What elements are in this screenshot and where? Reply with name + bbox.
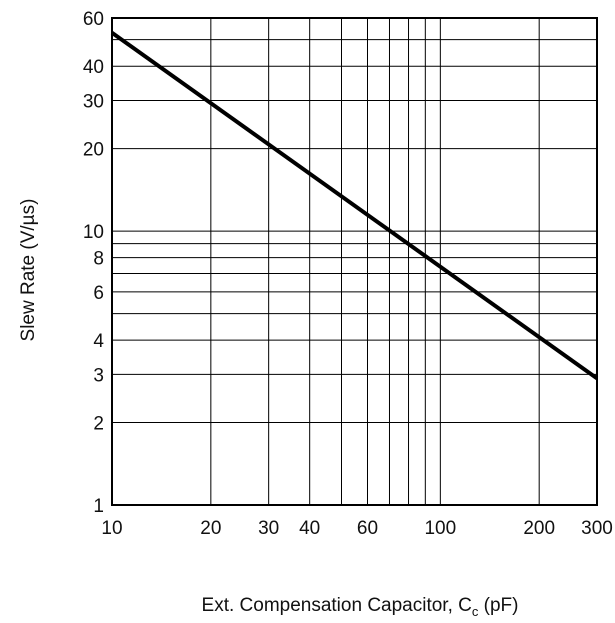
x-tick-labels: 10 20 30 40 60 100 200 300	[101, 518, 612, 539]
x-tick-label: 200	[523, 518, 555, 539]
y-tick-label: 30	[83, 91, 104, 112]
x-tick-label: 10	[101, 518, 122, 539]
x-axis-title: Ext. Compensation Capacitor, Cc (pF)	[202, 595, 519, 619]
y-axis-title: Slew Rate (V/µs)	[18, 199, 39, 342]
x-tick-label: 40	[299, 518, 320, 539]
y-tick-label: 60	[83, 9, 104, 30]
y-tick-label: 1	[93, 496, 104, 517]
y-tick-label: 10	[83, 222, 104, 243]
x-tick-label: 100	[424, 518, 456, 539]
y-tick-label: 8	[93, 249, 104, 270]
x-tick-label: 60	[357, 518, 378, 539]
y-tick-labels: 1 2 3 4 6 8 10 20 30 40 60	[83, 9, 105, 517]
x-axis-title-subscript: c	[472, 604, 479, 619]
y-tick-label: 4	[93, 331, 104, 352]
x-axis-title-main: Ext. Compensation Capacitor, C	[202, 595, 472, 616]
x-axis-title-unit: (pF)	[478, 595, 518, 616]
x-tick-label: 20	[200, 518, 221, 539]
series-layer	[110, 31, 599, 380]
y-tick-label: 3	[93, 365, 104, 386]
x-gridlines	[111, 18, 598, 505]
y-gridlines	[112, 17, 597, 506]
y-tick-label: 40	[83, 57, 104, 78]
y-tick-label: 20	[83, 140, 104, 161]
x-tick-label: 300	[581, 518, 613, 539]
x-tick-label: 30	[258, 518, 279, 539]
y-tick-label: 6	[93, 283, 104, 304]
y-tick-label: 2	[93, 414, 104, 435]
plot-frame	[111, 17, 598, 506]
slew-rate-series-line	[110, 31, 599, 380]
